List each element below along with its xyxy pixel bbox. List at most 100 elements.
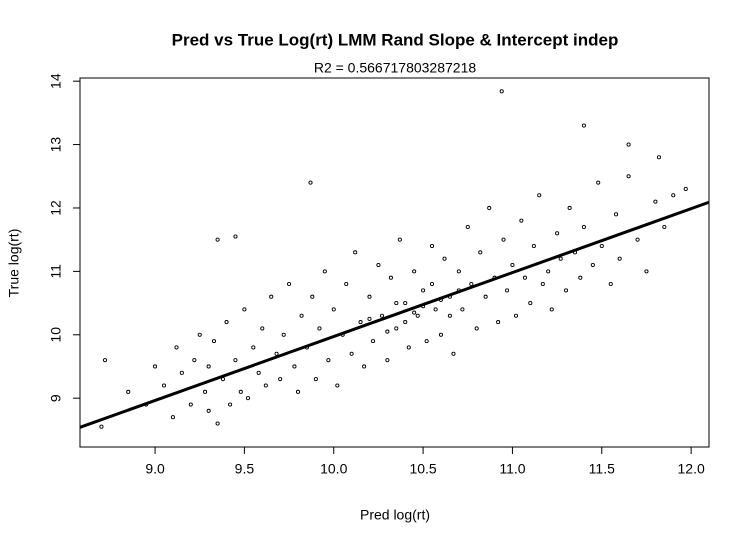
point — [662, 224, 667, 230]
point — [388, 275, 393, 280]
point — [367, 316, 372, 321]
y-tick-label: 12 — [48, 200, 64, 216]
point — [558, 256, 563, 261]
point — [465, 224, 470, 230]
point — [442, 256, 447, 261]
point — [353, 250, 358, 255]
point — [233, 234, 238, 239]
point — [161, 383, 167, 388]
point — [299, 313, 304, 318]
point — [505, 288, 510, 293]
point — [331, 307, 336, 312]
point — [460, 307, 465, 312]
point — [287, 282, 292, 287]
point — [385, 358, 390, 363]
point — [269, 294, 274, 299]
point — [310, 294, 315, 299]
point — [499, 89, 504, 94]
point — [563, 288, 569, 293]
point — [438, 332, 444, 337]
point — [256, 370, 261, 375]
plot-frame — [79, 77, 710, 448]
point — [192, 358, 197, 363]
point — [371, 339, 376, 344]
point — [224, 320, 229, 325]
x-tick-label: 11.5 — [589, 461, 615, 477]
point — [469, 282, 474, 287]
point — [260, 326, 265, 331]
point — [215, 237, 220, 242]
point — [367, 294, 372, 299]
x-tick-label: 10.0 — [320, 461, 347, 477]
point — [429, 243, 435, 249]
point — [102, 358, 108, 363]
point — [683, 186, 688, 192]
point — [228, 402, 233, 407]
point — [197, 332, 202, 337]
point — [376, 262, 381, 268]
point — [326, 358, 331, 363]
point — [581, 224, 586, 230]
point — [644, 269, 649, 274]
point — [447, 313, 452, 318]
fit-line — [79, 200, 710, 429]
point — [295, 389, 301, 394]
point — [540, 282, 545, 287]
point — [251, 345, 256, 350]
point — [429, 282, 435, 287]
x-tick-label: 9.5 — [235, 461, 255, 477]
point — [549, 307, 554, 312]
point — [522, 275, 527, 280]
point — [238, 389, 243, 394]
point — [578, 275, 583, 280]
x-axis-label: Pred log(rt) — [360, 507, 430, 523]
point — [278, 377, 283, 382]
point — [206, 408, 211, 413]
point — [510, 262, 515, 268]
point — [170, 415, 175, 420]
point — [308, 180, 313, 185]
point — [188, 402, 193, 407]
point — [567, 205, 572, 211]
y-tick-label: 11 — [48, 264, 64, 279]
point — [174, 345, 179, 350]
point — [424, 339, 429, 344]
point — [501, 237, 506, 242]
point — [233, 358, 238, 363]
point — [478, 250, 483, 255]
point — [403, 320, 408, 325]
point — [531, 243, 536, 249]
point — [245, 396, 251, 401]
y-tick-label: 10 — [48, 327, 64, 343]
y-tick-label: 14 — [48, 73, 64, 89]
point — [546, 269, 551, 274]
point — [394, 326, 399, 331]
point — [349, 351, 354, 356]
point — [358, 320, 363, 325]
point — [263, 383, 268, 388]
point — [528, 301, 533, 306]
point — [242, 307, 247, 312]
point — [385, 329, 390, 334]
point — [153, 364, 158, 369]
y-axis-label: True log(rt) — [6, 229, 22, 298]
point — [406, 345, 411, 350]
point — [671, 193, 676, 198]
point — [379, 313, 385, 318]
point — [99, 424, 104, 429]
chart-title: Pred vs True Log(rt) LMM Rand Slope & In… — [172, 30, 619, 49]
point — [656, 155, 662, 160]
chart-subtitle: R2 = 0.566717803287218 — [314, 60, 477, 76]
point — [513, 313, 519, 318]
point — [292, 364, 297, 369]
x-tick-label: 10.5 — [409, 461, 436, 477]
y-tick-label: 13 — [48, 137, 64, 153]
point — [496, 320, 501, 325]
point — [617, 256, 622, 261]
point — [412, 269, 417, 274]
point — [322, 269, 327, 274]
point — [590, 262, 595, 268]
point — [203, 389, 208, 394]
point — [537, 193, 542, 198]
